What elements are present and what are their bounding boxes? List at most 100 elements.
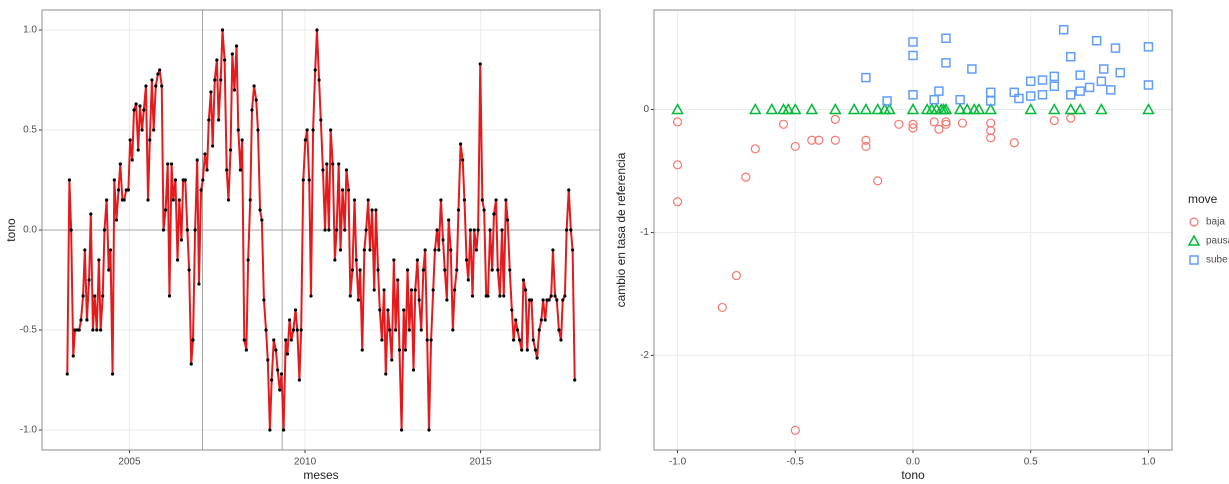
point: [358, 268, 362, 272]
y-tick-label: -2: [640, 350, 649, 361]
point: [307, 178, 311, 182]
point: [177, 198, 181, 202]
point: [175, 258, 180, 262]
square-point: [1106, 85, 1116, 95]
square-point: [955, 94, 965, 105]
point: [262, 298, 266, 302]
circle-point: [934, 124, 944, 134]
point: [128, 138, 132, 142]
circle-point: [741, 172, 751, 182]
point: [368, 248, 372, 252]
point: [203, 152, 207, 156]
point: [403, 348, 408, 352]
point: [148, 138, 152, 142]
point: [423, 248, 427, 252]
circle-point: [830, 135, 840, 145]
triangle-point: [1047, 103, 1061, 115]
point: [407, 328, 411, 332]
point: [470, 294, 475, 298]
circle-point: [790, 141, 800, 152]
square-point: [1058, 24, 1069, 35]
point: [523, 288, 528, 292]
point: [567, 188, 571, 192]
point: [132, 108, 136, 112]
y-axis-title: tono: [4, 218, 18, 242]
point: [226, 198, 231, 202]
point: [238, 168, 243, 172]
point: [99, 328, 103, 332]
point: [183, 178, 187, 182]
square-point: [1075, 86, 1085, 96]
legend: move baja pausa sube: [1187, 192, 1229, 266]
point: [327, 228, 331, 232]
square-point: [908, 37, 918, 47]
square-point: [1143, 80, 1154, 90]
point: [488, 228, 492, 232]
point: [535, 356, 539, 360]
circle-point: [986, 125, 996, 136]
x-tick-label: 1.0: [1142, 457, 1156, 468]
square-point: [1049, 71, 1060, 82]
circle-point: [1189, 217, 1199, 227]
point: [118, 162, 122, 166]
point: [435, 228, 439, 232]
square-point: [1025, 91, 1036, 101]
point: [461, 158, 465, 162]
point: [122, 198, 126, 202]
point: [425, 338, 429, 342]
point: [67, 178, 71, 182]
point: [217, 118, 221, 122]
legend-label: baja: [1206, 217, 1225, 228]
point: [295, 328, 299, 332]
square-point: [1143, 42, 1154, 52]
point: [415, 258, 419, 262]
point: [211, 144, 215, 148]
point: [81, 294, 85, 298]
circle-point: [830, 114, 840, 124]
circle-point: [986, 133, 996, 143]
point: [541, 298, 545, 302]
point: [512, 338, 516, 342]
square-point: [1110, 43, 1121, 53]
point: [305, 128, 309, 132]
point: [87, 278, 91, 282]
y-tick-label: 0.5: [23, 125, 37, 136]
point: [167, 294, 172, 298]
triangle-point: [1073, 103, 1087, 115]
point: [352, 198, 357, 202]
circle-point: [731, 270, 742, 281]
point: [201, 178, 205, 182]
point: [348, 294, 352, 298]
square-point: [1091, 35, 1102, 46]
point: [421, 268, 425, 272]
point: [449, 248, 453, 252]
square-point: [985, 96, 996, 106]
point: [384, 372, 388, 376]
circle-point: [778, 119, 789, 129]
point: [240, 138, 244, 142]
point: [331, 162, 335, 166]
point: [413, 288, 417, 292]
point: [150, 78, 154, 82]
point: [380, 338, 384, 342]
point: [494, 198, 498, 202]
x-tick-label: 0.5: [1024, 457, 1038, 468]
circle-point: [790, 425, 800, 435]
square-point: [941, 33, 951, 44]
point: [205, 168, 209, 172]
point: [293, 308, 298, 312]
point: [573, 378, 577, 382]
point: [284, 338, 288, 342]
point: [244, 348, 248, 352]
point: [234, 44, 239, 48]
point: [256, 128, 260, 132]
point: [549, 294, 553, 298]
point: [392, 258, 396, 262]
point: [447, 218, 451, 222]
point: [199, 188, 203, 192]
square-point: [1066, 51, 1076, 62]
point: [79, 318, 83, 322]
circle-point: [941, 117, 951, 127]
square-point: [941, 58, 951, 68]
point: [191, 338, 195, 342]
